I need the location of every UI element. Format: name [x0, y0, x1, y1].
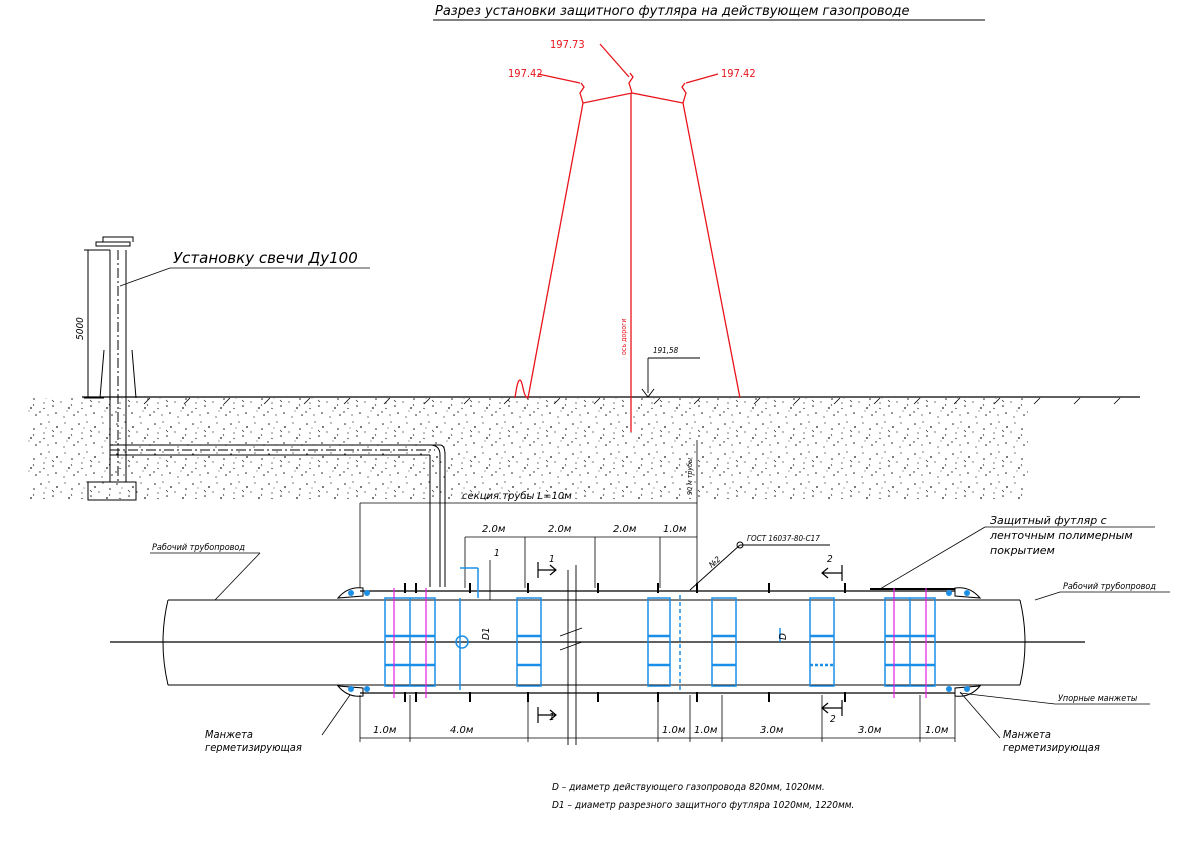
- soil-fill: [28, 398, 1028, 500]
- support-rings: [384, 567, 936, 690]
- dim-bottom-1: 1.0м: [373, 725, 397, 736]
- section-marks: [537, 562, 843, 723]
- dim-top-4: 1.0м: [663, 524, 687, 535]
- working-pipe-left: Рабочий трубопровод: [152, 543, 245, 553]
- cuff-left-1: Манжета: [205, 728, 253, 741]
- sec2-bottom: 2: [830, 714, 836, 725]
- sec2-top: 2: [827, 554, 833, 565]
- pipe-break: [559, 565, 583, 745]
- pipe-left-leader: [214, 552, 261, 601]
- elev-ground: 191,58: [653, 346, 679, 355]
- road-embankment: [514, 43, 741, 432]
- dim-top-1: 2.0м: [482, 524, 506, 535]
- pipe-right-leader: [1034, 591, 1061, 601]
- elev-left: 197.42: [508, 67, 543, 80]
- sec1-bottom: 1: [549, 712, 555, 723]
- cuff-dots: [348, 590, 970, 692]
- drawing-title: Разрез установки защитного футляра на де…: [435, 4, 910, 19]
- gost-label: ГОСТ 16037-80-С17: [747, 534, 820, 543]
- weld-number: №2: [707, 554, 723, 570]
- dim-bottom-3: 1.0м: [662, 725, 686, 736]
- dim-bottom-4: 1.0м: [694, 725, 718, 736]
- note-line-1: D – диаметр действующего газопровода 820…: [552, 782, 825, 793]
- note-line-2: D1 – диаметр разрезного защитного футляр…: [552, 800, 854, 811]
- seal-cuffs-leader: [959, 692, 1056, 705]
- bottom-dimensions: [359, 695, 956, 742]
- elev-top: 197.73: [550, 38, 585, 51]
- vent-stack: [84, 236, 446, 587]
- working-pipeline: [110, 599, 1085, 686]
- protective-case: [360, 588, 955, 694]
- vent-leader: [119, 267, 171, 287]
- vertical-mark: 90 м трубы: [686, 458, 694, 495]
- vent-label: Установку свечи Ду100: [173, 249, 358, 267]
- cuff-right-leader: [959, 691, 1001, 739]
- section-dimension: [359, 440, 698, 588]
- sec1-top: 1: [549, 554, 555, 565]
- road-axis-label: ось дороги: [620, 319, 628, 355]
- magenta-marks: [393, 588, 927, 698]
- cuff-right-2: герметизирующая: [1003, 741, 1100, 754]
- d-symbol: D: [778, 633, 789, 640]
- weld-leader: [689, 544, 741, 591]
- case-label-1: Защитный футляр с: [990, 514, 1107, 527]
- pipe-section-label: секция трубы L=10м: [462, 490, 572, 502]
- dim-bottom-7: 1.0м: [925, 725, 949, 736]
- elev-right: 197.42: [721, 67, 756, 80]
- cuff-right-1: Манжета: [1003, 728, 1051, 741]
- dim-bottom-5: 3.0м: [760, 725, 784, 736]
- case-label-3: покрытием: [990, 544, 1055, 557]
- dim-bottom-2: 4.0м: [450, 725, 474, 736]
- ground-hatch: [143, 397, 1121, 405]
- case-label-2: ленточным полимерным: [989, 529, 1133, 542]
- case-leader: [879, 526, 986, 590]
- dim-bottom-6: 3.0м: [858, 725, 882, 736]
- callout-1: 1: [494, 548, 500, 559]
- dim-top-3: 2.0м: [613, 524, 637, 535]
- weld-symbol-icon: [736, 541, 744, 549]
- seal-cuffs-label: Упорные манжеты: [1058, 694, 1138, 704]
- dim-top-2: 2.0м: [548, 524, 572, 535]
- cuff-left-2: герметизирующая: [205, 741, 302, 754]
- ground-elev-marker: [641, 357, 700, 398]
- d1-symbol: D1: [481, 627, 492, 640]
- vent-height: 5000: [75, 317, 86, 340]
- working-pipe-right: Рабочий трубопровод: [1063, 582, 1156, 592]
- cuff-left-leader: [321, 694, 351, 736]
